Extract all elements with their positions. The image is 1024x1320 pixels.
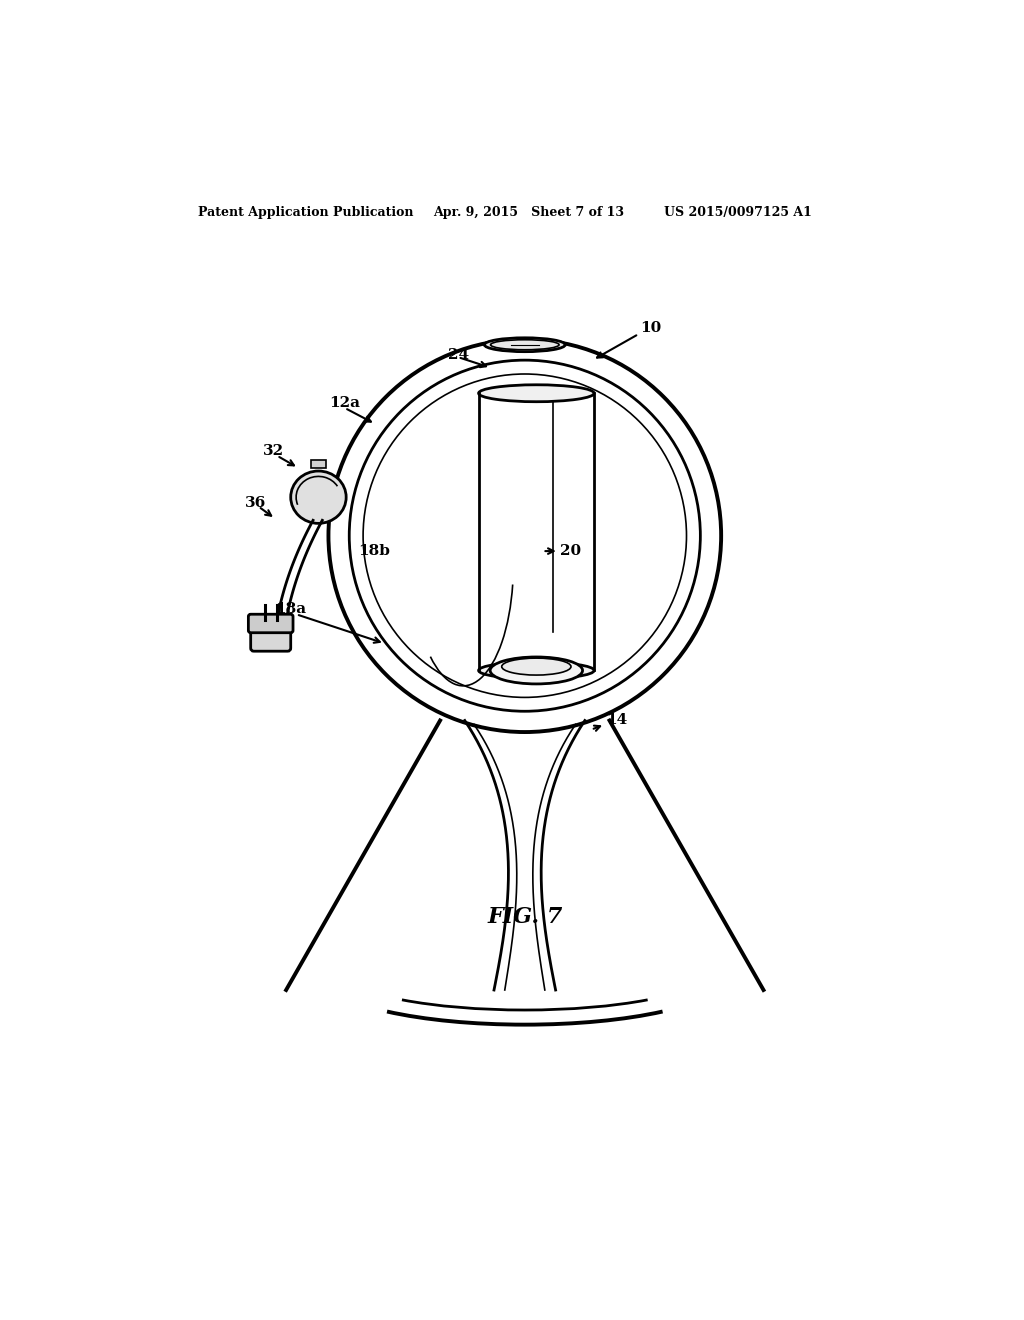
- FancyBboxPatch shape: [251, 620, 291, 651]
- Ellipse shape: [291, 471, 346, 524]
- Text: 14: 14: [606, 714, 628, 727]
- Text: 12a: 12a: [330, 396, 360, 411]
- Text: 36: 36: [245, 496, 266, 511]
- Text: Patent Application Publication: Patent Application Publication: [199, 206, 414, 219]
- Ellipse shape: [490, 657, 583, 684]
- Text: 18b: 18b: [357, 544, 389, 558]
- Text: Apr. 9, 2015   Sheet 7 of 13: Apr. 9, 2015 Sheet 7 of 13: [433, 206, 625, 219]
- Ellipse shape: [502, 659, 571, 675]
- Ellipse shape: [484, 338, 565, 351]
- Text: 10: 10: [640, 321, 662, 335]
- Text: 20: 20: [560, 544, 582, 558]
- Text: 32: 32: [263, 444, 284, 458]
- Text: US 2015/0097125 A1: US 2015/0097125 A1: [665, 206, 812, 219]
- Ellipse shape: [478, 384, 594, 401]
- Text: FIG. 7: FIG. 7: [487, 906, 562, 928]
- FancyBboxPatch shape: [249, 614, 293, 632]
- Text: 24: 24: [447, 347, 469, 362]
- Text: 18a: 18a: [275, 602, 306, 616]
- FancyBboxPatch shape: [310, 461, 326, 469]
- Ellipse shape: [478, 663, 594, 678]
